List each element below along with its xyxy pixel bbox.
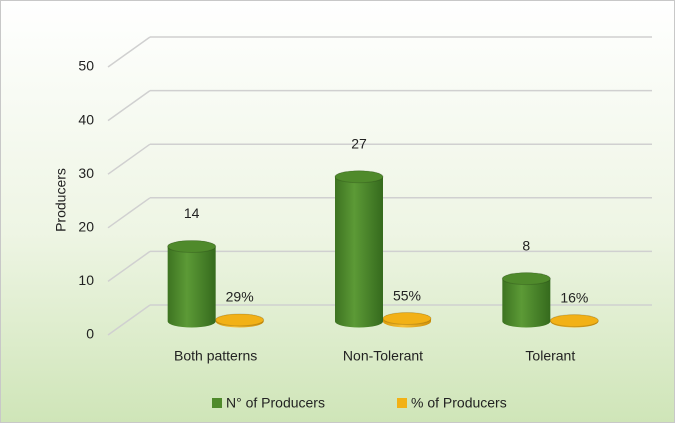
y-tick-label: 30 [78, 165, 94, 181]
bar-cylinder-top [334, 170, 384, 184]
grid-line-side [107, 89, 151, 122]
grid-line-side [107, 304, 151, 336]
x-tick-label: Both patterns [174, 348, 257, 364]
bar-cylinder-top [215, 313, 265, 327]
legend-swatch [212, 398, 222, 408]
data-label: 16% [560, 289, 588, 305]
grid-line-side [107, 143, 151, 175]
bar-cylinder [335, 170, 383, 328]
bar-cylinder [502, 272, 551, 328]
data-label: 8 [522, 237, 530, 253]
y-tick-label: 0 [86, 326, 94, 342]
data-label: 27 [351, 135, 367, 151]
bar-cylinder [167, 240, 216, 328]
data-label: 14 [184, 205, 200, 221]
legend-swatch [397, 398, 407, 408]
x-tick-label: Tolerant [525, 348, 575, 364]
grid-line-side [107, 250, 151, 283]
x-tick-label: Non-Tolerant [343, 348, 423, 364]
data-label: 29% [226, 289, 254, 305]
bar-cylinder-top [501, 272, 551, 286]
y-axis-title: Producers [53, 168, 69, 232]
bar-cylinder-top [549, 314, 599, 328]
y-tick-label: 40 [78, 111, 94, 127]
grid-line-side [107, 36, 151, 68]
y-tick-label: 10 [78, 272, 94, 288]
legend-label: N° of Producers [226, 395, 325, 411]
bar-cylinder-top [167, 239, 217, 253]
bar-cylinder-top [382, 312, 432, 326]
y-tick-label: 20 [78, 219, 94, 235]
legend-label: % of Producers [411, 395, 507, 411]
data-label: 55% [393, 287, 421, 303]
y-tick-label: 50 [78, 58, 94, 74]
grid-line-side [107, 197, 151, 229]
